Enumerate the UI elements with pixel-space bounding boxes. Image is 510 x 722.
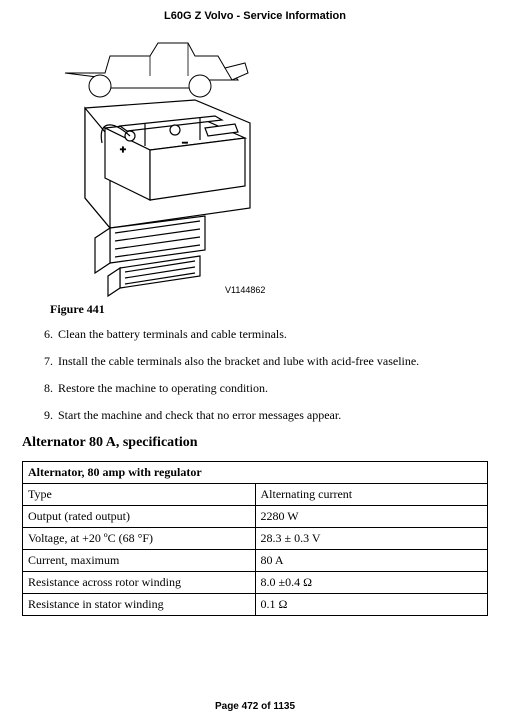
table-row: Resistance across rotor winding 8.0 ±0.4… bbox=[23, 572, 488, 594]
spec-label: Resistance across rotor winding bbox=[23, 572, 256, 594]
figure-container: + − V1144862 bbox=[50, 28, 275, 298]
battery-illustration: + − V1144862 bbox=[50, 28, 275, 298]
page-header: L60G Z Volvo - Service Information bbox=[0, 0, 510, 28]
spec-value: 80 A bbox=[255, 550, 488, 572]
spec-label: Current, maximum bbox=[23, 550, 256, 572]
spec-table: Alternator, 80 amp with regulator Type A… bbox=[22, 461, 488, 616]
page-title: L60G Z Volvo - Service Information bbox=[164, 10, 346, 22]
table-row: Resistance in stator winding 0.1 Ω bbox=[23, 594, 488, 616]
svg-text:+: + bbox=[120, 145, 126, 156]
page-content: + − V1144862 bbox=[0, 28, 510, 616]
page-footer: Page 472 of 1135 bbox=[0, 701, 510, 712]
step-item: Start the machine and check that no erro… bbox=[56, 408, 488, 423]
procedure-steps: Clean the battery terminals and cable te… bbox=[56, 327, 488, 423]
table-row: Type Alternating current bbox=[23, 484, 488, 506]
section-heading: Alternator 80 A, specification bbox=[22, 435, 488, 451]
step-item: Restore the machine to operating conditi… bbox=[56, 381, 488, 396]
table-row: Output (rated output) 2280 W bbox=[23, 506, 488, 528]
figure-caption: Figure 441 bbox=[50, 302, 488, 317]
spec-value: 28.3 ± 0.3 V bbox=[255, 528, 488, 550]
spec-value: 8.0 ±0.4 Ω bbox=[255, 572, 488, 594]
svg-text:−: − bbox=[182, 138, 188, 149]
step-item: Install the cable terminals also the bra… bbox=[56, 354, 488, 369]
spec-label: Type bbox=[23, 484, 256, 506]
table-row: Voltage, at +20 ºC (68 °F) 28.3 ± 0.3 V bbox=[23, 528, 488, 550]
table-header: Alternator, 80 amp with regulator bbox=[23, 462, 488, 484]
page-number: Page 472 of 1135 bbox=[215, 701, 295, 712]
table-row: Current, maximum 80 A bbox=[23, 550, 488, 572]
figure-id-text: V1144862 bbox=[225, 285, 265, 295]
step-item: Clean the battery terminals and cable te… bbox=[56, 327, 488, 342]
spec-label: Voltage, at +20 ºC (68 °F) bbox=[23, 528, 256, 550]
spec-value: 2280 W bbox=[255, 506, 488, 528]
spec-label: Output (rated output) bbox=[23, 506, 256, 528]
table-header-row: Alternator, 80 amp with regulator bbox=[23, 462, 488, 484]
spec-label: Resistance in stator winding bbox=[23, 594, 256, 616]
spec-value: Alternating current bbox=[255, 484, 488, 506]
spec-value: 0.1 Ω bbox=[255, 594, 488, 616]
